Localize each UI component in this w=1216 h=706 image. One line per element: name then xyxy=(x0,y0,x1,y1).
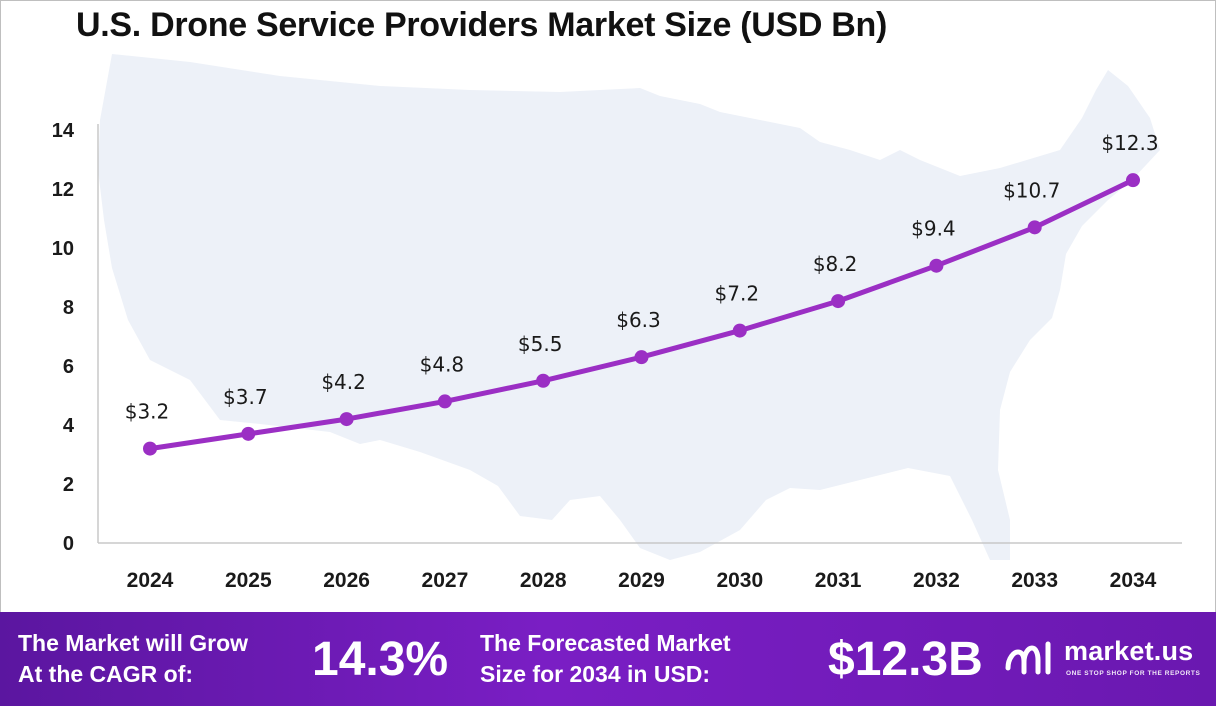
market-us-logo[interactable]: market.us ONE STOP SHOP FOR THE REPORTS xyxy=(1004,636,1210,686)
x-tick-label: 2024 xyxy=(127,569,174,592)
data-label: $8.2 xyxy=(813,252,858,276)
forecast-size-label-line2: Size for 2034 in USD: xyxy=(480,661,711,687)
data-label: $3.2 xyxy=(125,400,170,424)
forecast-size-label-line1: The Forecasted Market xyxy=(480,630,731,656)
y-axis: 0 2 4 6 8 10 12 14 xyxy=(52,120,99,555)
data-point[interactable] xyxy=(241,426,256,441)
x-tick-label: 2029 xyxy=(618,569,665,592)
data-point[interactable] xyxy=(929,258,944,273)
cagr-value: 14.3% xyxy=(312,633,449,686)
x-tick-label: 2030 xyxy=(716,569,763,592)
data-label: $7.2 xyxy=(715,282,760,306)
forecast-size-value: $12.3B xyxy=(828,633,983,686)
data-point[interactable] xyxy=(634,350,649,365)
logo-tagline: ONE STOP SHOP FOR THE REPORTS xyxy=(1066,670,1201,677)
y-tick-label: 4 xyxy=(63,415,75,437)
line-chart: 0 2 4 6 8 10 12 14 2024 2025 2026 2027 2028 2029 2030… xyxy=(52,54,1182,592)
data-label: $4.8 xyxy=(420,352,465,376)
summary-footer: The Market will Grow At the CAGR of: 14.… xyxy=(0,612,1216,706)
data-label: $12.3 xyxy=(1101,131,1158,155)
data-point[interactable] xyxy=(831,294,846,309)
x-axis: 2024 2025 2026 2027 2028 2029 2030 2031 2032 2033… xyxy=(127,569,1157,592)
x-tick-label: 2026 xyxy=(323,569,370,592)
data-label: $5.5 xyxy=(518,332,563,356)
y-tick-label: 8 xyxy=(63,297,74,319)
x-tick-label: 2034 xyxy=(1110,569,1157,592)
data-label: $9.4 xyxy=(911,217,956,241)
data-point[interactable] xyxy=(339,412,354,427)
forecast-size-label: The Forecasted Market Size for 2034 in U… xyxy=(480,628,800,690)
data-point[interactable] xyxy=(1027,220,1042,235)
cagr-label: The Market will Grow At the CAGR of: xyxy=(18,628,308,690)
data-point[interactable] xyxy=(536,373,551,388)
data-point[interactable] xyxy=(143,441,157,456)
data-point[interactable] xyxy=(1126,173,1140,188)
data-point[interactable] xyxy=(437,394,452,409)
y-tick-label: 10 xyxy=(52,238,74,260)
x-tick-label: 2032 xyxy=(913,569,960,592)
data-point[interactable] xyxy=(732,323,747,338)
data-markers xyxy=(143,173,1140,456)
chart-title: U.S. Drone Service Providers Market Size… xyxy=(76,6,888,44)
y-tick-label: 2 xyxy=(63,474,74,496)
y-tick-label: 14 xyxy=(52,120,75,142)
y-tick-label: 6 xyxy=(63,356,74,378)
y-tick-label: 0 xyxy=(63,533,74,555)
cagr-label-line2: At the CAGR of: xyxy=(18,661,194,687)
market-us-logo-icon xyxy=(1005,641,1051,675)
x-tick-label: 2028 xyxy=(520,569,567,592)
data-label: $6.3 xyxy=(616,308,661,332)
x-tick-label: 2027 xyxy=(422,569,469,592)
x-tick-label: 2033 xyxy=(1011,569,1058,592)
us-map-silhouette xyxy=(98,54,1160,560)
cagr-label-line1: The Market will Grow xyxy=(18,630,249,656)
data-labels: $3.2 $3.7 $4.2 $4.8 $5.5 $6.3 $7.2 $8.2 $9.4 $10.… xyxy=(125,131,1159,423)
y-tick-label: 12 xyxy=(52,179,74,201)
logo-name: market.us xyxy=(1064,636,1194,666)
data-label: $10.7 xyxy=(1003,178,1060,202)
data-label: $3.7 xyxy=(223,385,268,409)
x-tick-label: 2025 xyxy=(225,569,272,592)
data-label: $4.2 xyxy=(321,370,366,394)
x-tick-label: 2031 xyxy=(815,569,862,592)
